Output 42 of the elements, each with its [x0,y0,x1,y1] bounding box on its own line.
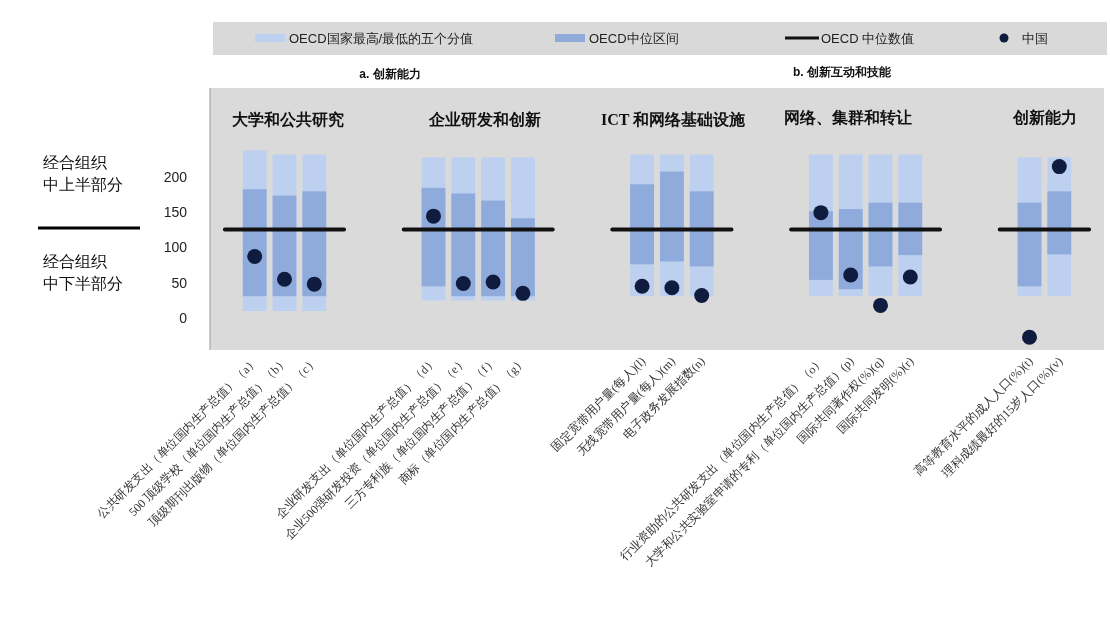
y-tick-label: 0 [179,310,188,327]
bar [1017,202,1042,287]
point [277,271,292,287]
text: b. 创新互动和技能 [793,65,892,79]
legend-label: 中国 [1022,31,1048,46]
annotation: 大学和公共研究 [232,111,344,128]
y-tick-label: 200 [163,168,188,185]
point [634,278,650,294]
bar [1047,191,1072,255]
point [1051,159,1067,175]
text: 经合组织 [43,253,107,270]
annotation: 企业研发和创新 [428,111,541,128]
y-tick-label: 150 [163,203,188,220]
point [694,287,710,303]
y-tick-label: 100 [163,239,188,256]
point [306,276,322,292]
bar [898,202,923,256]
point [515,285,531,301]
annotation: ICT 和网络基础设施 [600,111,747,128]
point [426,208,441,224]
point [1022,329,1037,345]
text: 经合组织 [43,154,107,171]
point [902,269,918,285]
text: a. 创新能力 [359,67,421,81]
annotation: 创新能力 [1012,109,1077,126]
point [813,205,829,221]
point [664,280,680,296]
bar [689,191,714,267]
annotation: 网络、集群和转让 [784,109,912,126]
point [247,249,263,265]
legend-label: OECD 中位数值 [821,31,915,46]
legend-label: OECD国家最高/最低的五个分值 [289,31,474,46]
point [873,297,888,313]
y-tick-label: 50 [171,274,188,291]
text: 中上半部分 [43,176,123,193]
point [843,267,859,283]
legend-label: OECD中位区间 [589,31,679,46]
text: 中下半部分 [43,275,123,292]
point [485,274,501,290]
bar [630,184,655,265]
bar [659,171,684,262]
point [455,275,471,291]
